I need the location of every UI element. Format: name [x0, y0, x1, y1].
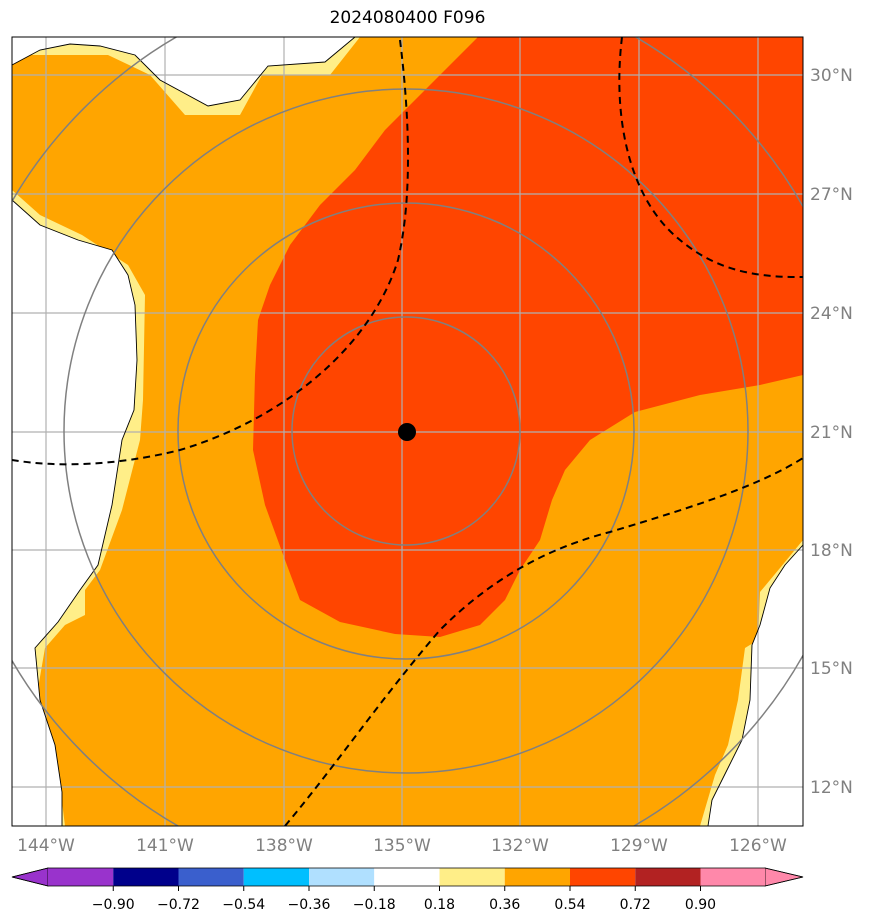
lat-label: 15°N	[810, 659, 853, 679]
lon-label: 135°W	[373, 836, 431, 856]
map-frame	[11, 36, 804, 827]
graticule	[12, 37, 803, 826]
map-panel	[12, 37, 803, 826]
lat-label: 30°N	[810, 66, 853, 86]
colorbar-segment	[178, 868, 244, 886]
colorbar-segment	[309, 868, 375, 886]
range-ring-inner	[291, 316, 521, 546]
map-title: 2024080400 F096	[329, 8, 486, 28]
lon-label: 141°W	[136, 836, 194, 856]
lon-label: 138°W	[255, 836, 313, 856]
colorbar: −0.90 −0.72 −0.54 −0.36 −0.18 0.18 0.36 …	[11, 867, 804, 913]
colorbar-segment	[700, 868, 765, 886]
colorbar-tick-label: −0.18	[353, 897, 396, 913]
colorbar-segment	[243, 868, 309, 886]
lat-label: 24°N	[810, 304, 853, 324]
lat-label: 27°N	[810, 185, 853, 205]
lat-label: 18°N	[810, 541, 853, 561]
contour-upper-right	[618, 37, 803, 279]
colorbar-tick-label: 0.54	[554, 897, 585, 913]
colorbar-tick-label: −0.90	[92, 897, 135, 913]
colorbar-tick-label: 0.72	[620, 897, 651, 913]
colorbar-tick-label: 0.18	[424, 897, 455, 913]
field-red	[253, 37, 803, 637]
colorbar-extend-high	[764, 867, 804, 887]
colorbar-segment	[48, 868, 114, 886]
contour-lower-curve	[284, 457, 803, 826]
storm-center-dot	[398, 423, 416, 441]
lon-label: 144°W	[17, 836, 75, 856]
colorbar-tick-label: −0.36	[288, 897, 331, 913]
lat-label: 12°N	[810, 778, 853, 798]
colorbar-segment	[113, 868, 179, 886]
colorbar-outline	[11, 867, 804, 887]
colorbar-tick-label: 0.36	[489, 897, 520, 913]
colorbar-tick-label: 0.90	[685, 897, 716, 913]
lon-label: 132°W	[491, 836, 549, 856]
colorbar-tick-label: −0.54	[222, 897, 265, 913]
land-top	[12, 37, 355, 106]
lon-label: 126°W	[729, 836, 787, 856]
lon-labels: 144°W 141°W 138°W 135°W 132°W 129°W 126°…	[17, 836, 787, 856]
land-right	[708, 545, 803, 826]
colorbar-segment	[570, 868, 636, 886]
colorbar-extend-low	[11, 867, 49, 887]
colorbar-segment	[374, 868, 440, 886]
range-ring-middle	[177, 202, 635, 660]
contour-upper-curve	[12, 39, 409, 466]
colorbar-segment	[635, 868, 701, 886]
lat-labels: 30°N 27°N 24°N 21°N 18°N 15°N 12°N	[810, 66, 853, 798]
colorbar-tick-label: −0.72	[157, 897, 200, 913]
colorbar-segment	[439, 868, 505, 886]
lat-label: 21°N	[810, 423, 853, 443]
dashed-contours	[12, 37, 803, 826]
lon-label: 129°W	[610, 836, 668, 856]
colorbar-segment	[504, 868, 570, 886]
